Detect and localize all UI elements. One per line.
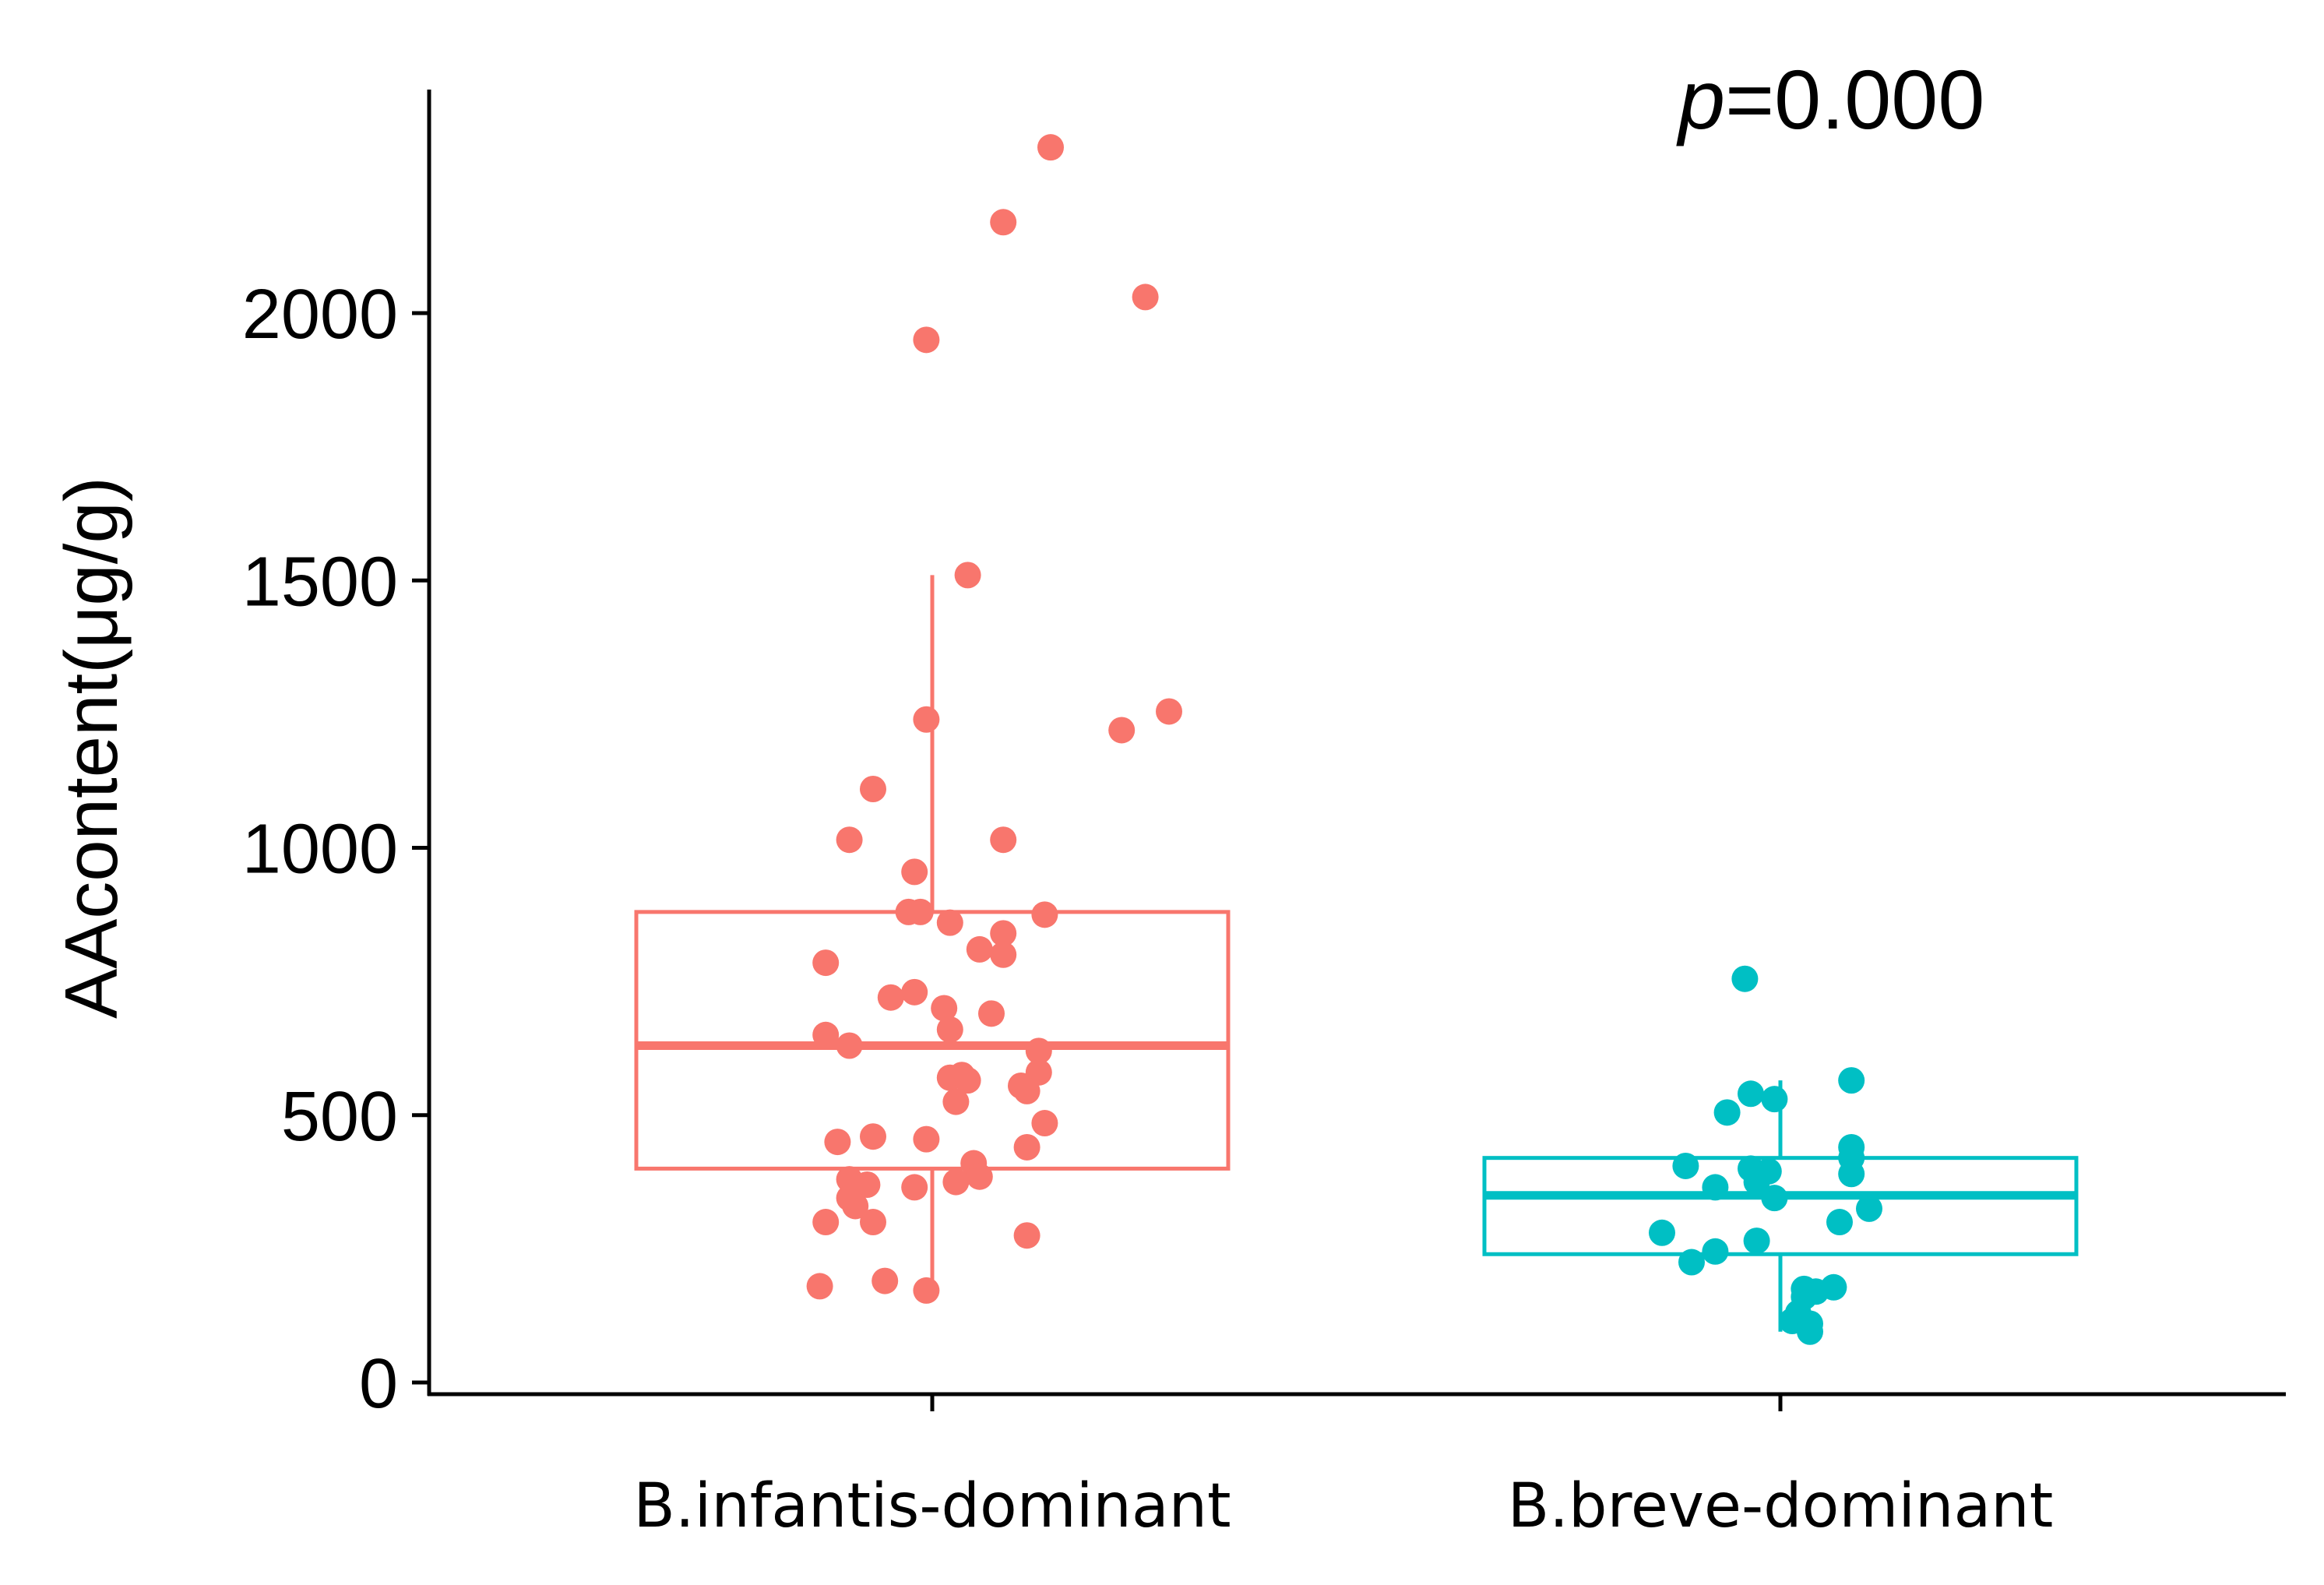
p-value-annotation: p=0.000 (1676, 52, 1984, 146)
data-point (901, 858, 928, 886)
p-value-text: =0.000 (1725, 52, 1984, 146)
data-point (901, 978, 928, 1006)
data-point (872, 1267, 899, 1294)
data-point (836, 1032, 863, 1059)
data-point (913, 326, 940, 354)
data-point (1649, 1219, 1675, 1246)
data-point (812, 1209, 840, 1236)
y-tick-label: 0 (359, 1345, 398, 1423)
data-point (1738, 1080, 1764, 1108)
data-point (1743, 1168, 1770, 1196)
data-point (1761, 1185, 1788, 1212)
group-infantis: B.infantis-dominant (633, 134, 1231, 1541)
data-point (1702, 1238, 1729, 1265)
data-point (1013, 1222, 1041, 1249)
data-point (842, 1192, 869, 1220)
data-point (913, 1277, 940, 1304)
x-category-label: B.infantis-dominant (633, 1471, 1231, 1541)
data-point (1031, 901, 1058, 928)
data-point (901, 1174, 928, 1201)
data-point (812, 949, 840, 977)
y-tick-label: 2000 (242, 276, 398, 354)
data-point (1838, 1161, 1865, 1188)
data-point (1731, 965, 1759, 992)
data-point (990, 920, 1017, 947)
data-point (1025, 1037, 1052, 1065)
box-iqr (1482, 1156, 2079, 1256)
data-point (913, 1125, 940, 1153)
data-point (990, 941, 1017, 968)
data-point (931, 995, 958, 1022)
data-point (1037, 134, 1064, 161)
data-point (1761, 1086, 1788, 1113)
data-point (1713, 1099, 1741, 1126)
data-point (954, 562, 981, 589)
data-point (860, 1123, 886, 1150)
data-point (1108, 717, 1136, 744)
y-tick-label: 500 (281, 1078, 398, 1156)
data-point (942, 1168, 970, 1196)
data-point (966, 1163, 993, 1190)
data-point (1797, 1318, 1823, 1345)
y-tick-label: 1500 (242, 543, 398, 621)
data-point (1678, 1249, 1705, 1276)
data-point (990, 826, 1017, 854)
data-point (1132, 284, 1159, 311)
data-point (824, 1129, 851, 1156)
data-point (978, 1000, 1005, 1027)
y-axis-title: AAcontent(μg/g) (50, 477, 133, 1019)
data-point (990, 209, 1017, 236)
data-point (860, 775, 886, 802)
group-breve: B.breve-dominant (1482, 965, 2079, 1541)
data-point (1826, 1209, 1853, 1236)
y-tick-label: 1000 (242, 811, 398, 889)
data-point (860, 1209, 886, 1236)
data-point (1743, 1227, 1770, 1255)
data-point (966, 935, 993, 963)
data-point (942, 1088, 970, 1115)
data-point (954, 1067, 981, 1094)
data-point (1156, 698, 1182, 725)
data-point (1672, 1152, 1699, 1179)
data-point (1013, 1077, 1041, 1104)
data-point (877, 984, 904, 1011)
x-category-label: B.breve-dominant (1508, 1471, 2054, 1541)
data-point (1702, 1174, 1729, 1201)
data-point (907, 898, 934, 925)
p-symbol: p (1676, 52, 1725, 146)
data-point (1838, 1067, 1865, 1094)
data-point (806, 1273, 833, 1300)
data-point (1856, 1195, 1882, 1222)
data-point (913, 706, 940, 733)
data-point (1013, 1133, 1041, 1161)
data-point (1031, 1110, 1058, 1137)
y-axis-ticks: 0 500 1000 1500 2000 (242, 276, 429, 1423)
data-point (836, 826, 863, 854)
data-point (812, 1021, 840, 1048)
data-point (936, 909, 963, 936)
data-point (936, 1016, 963, 1043)
plot-area: B.infantis-dominant B.breve-dominant (633, 134, 2079, 1541)
